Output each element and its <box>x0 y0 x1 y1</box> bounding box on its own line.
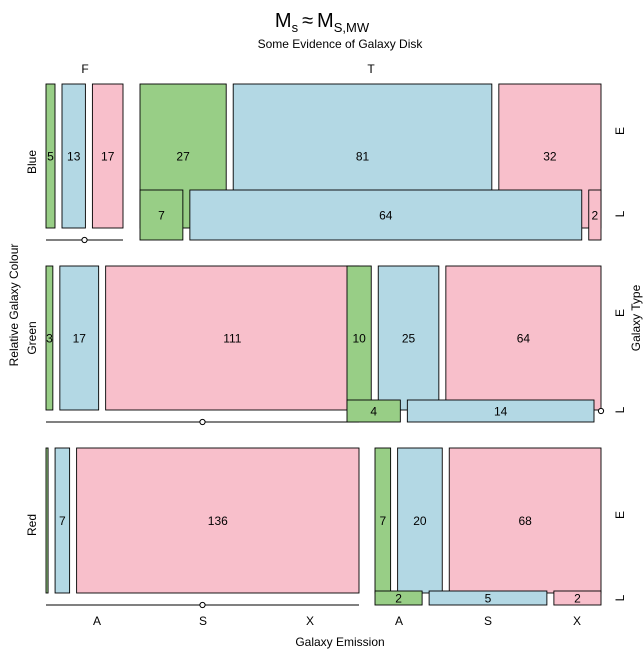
tile-blue-f-e-s <box>61 83 86 229</box>
tile-red-t-e-s-value: 20 <box>413 514 427 528</box>
mosaic-tiles: 5 13 17 27 81 327 64 23 17 111 10 25 644 147 136 7 20 682… <box>45 83 605 609</box>
tile-blue-t-e-a-value: 27 <box>176 150 190 164</box>
tile-blue-f-e-s-value: 13 <box>67 150 81 164</box>
emission-label-f-a: A <box>93 614 101 628</box>
emission-label-f-s: S <box>199 614 207 628</box>
tile-green-t-e-a <box>346 265 372 411</box>
tile-red-t-e-a-value: 7 <box>379 514 386 528</box>
tile-blue-t-l-a <box>139 189 184 241</box>
tile-red-t-l-s-value: 5 <box>485 592 492 606</box>
colour-label-red: Red <box>25 514 39 536</box>
tile-red-t-l-x <box>553 590 602 606</box>
tile-green-f-e-x-value: 111 <box>223 332 242 346</box>
disk-label-f: F <box>81 62 88 76</box>
tile-blue-t-e-x-value: 32 <box>543 150 557 164</box>
tile-red-t-l-a <box>374 590 423 606</box>
tile-red-f-e-a <box>45 447 49 594</box>
title-rhs: M <box>317 10 334 32</box>
tile-green-t-e-a-value: 10 <box>352 332 366 346</box>
x-axis-title: Galaxy Emission <box>295 635 384 649</box>
tile-green-t-e-x <box>445 265 602 411</box>
type-label-red-e: E <box>613 511 627 519</box>
tile-red-t-e-x <box>448 447 602 594</box>
tile-green-f-e-a <box>45 265 54 411</box>
tile-red-t-l-x-value: 2 <box>574 592 581 606</box>
title-approx: ≈ <box>302 10 313 32</box>
tile-blue-t-l-s <box>189 189 583 241</box>
disk-label-t: T <box>367 62 375 76</box>
tile-green-f-e-s <box>59 265 100 411</box>
tile-blue-t-l-x <box>588 189 602 241</box>
tile-blue-t-l-x-value: 2 <box>592 209 599 223</box>
tile-blue-t-l-a-value: 7 <box>158 209 165 223</box>
tile-green-f-e-s-value: 17 <box>73 332 87 346</box>
tile-red-f-e-x <box>76 447 360 594</box>
tile-green-f-e-x <box>105 265 360 411</box>
tile-red-t-l-s <box>428 590 548 606</box>
title-main: M <box>275 10 292 32</box>
tile-green-t-l-a-value: 4 <box>370 405 377 419</box>
tile-blue-f-e-a-value: 5 <box>47 150 54 164</box>
colour-label-blue: Blue <box>25 150 39 174</box>
type-label-blue-l: L <box>613 210 627 217</box>
title-rhs-sub: S,MW <box>334 20 370 35</box>
tile-green-f-e-a-value: 3 <box>46 332 53 346</box>
empty-marker-blue-f-l <box>81 236 88 244</box>
tile-red-t-l-a-value: 2 <box>395 592 402 606</box>
chart-title: Ms ≈ MS,MW <box>275 10 370 35</box>
emission-label-t-a: A <box>395 614 403 628</box>
colour-label-green: Green <box>25 321 39 354</box>
tile-green-t-l-x-zero-marker <box>597 407 605 415</box>
tile-blue-f-e-x-value: 17 <box>101 150 115 164</box>
tile-green-t-l-s <box>406 399 595 423</box>
tile-red-f-e-s <box>54 447 71 594</box>
type-label-red-l: L <box>613 594 627 601</box>
type-label-green-l: L <box>613 406 627 413</box>
tile-red-t-e-x-value: 68 <box>518 514 532 528</box>
tile-green-t-l-s-value: 14 <box>494 405 508 419</box>
type-label-blue-e: E <box>613 127 627 135</box>
empty-marker-green-f-l <box>199 418 206 426</box>
tile-red-t-e-s <box>397 447 443 594</box>
tile-red-f-e-s-value: 7 <box>59 514 66 528</box>
empty-marker-red-f-l <box>199 601 206 609</box>
tile-green-t-l-a <box>346 399 401 423</box>
emission-label-f-x: X <box>306 614 314 628</box>
tile-blue-f-e-a <box>45 83 56 229</box>
chart-subtitle: Some Evidence of Galaxy Disk <box>258 37 424 51</box>
type-label-green-e: E <box>613 309 627 317</box>
emission-label-t-s: S <box>484 614 492 628</box>
tile-blue-t-l-s-value: 64 <box>379 209 393 223</box>
right-axis-title: Galaxy Type <box>629 284 643 351</box>
tile-blue-f-e-x <box>91 83 124 229</box>
tile-green-t-e-x-value: 64 <box>517 332 531 346</box>
tile-red-f-e-x-value: 136 <box>208 514 228 528</box>
title-main-sub: s <box>292 20 299 35</box>
tile-green-t-e-s-value: 25 <box>402 332 416 346</box>
tile-green-t-e-s <box>377 265 440 411</box>
y-axis-title: Relative Galaxy Colour <box>7 244 21 367</box>
emission-label-t-x: X <box>573 614 581 628</box>
tile-blue-t-e-s-value: 81 <box>356 150 370 164</box>
